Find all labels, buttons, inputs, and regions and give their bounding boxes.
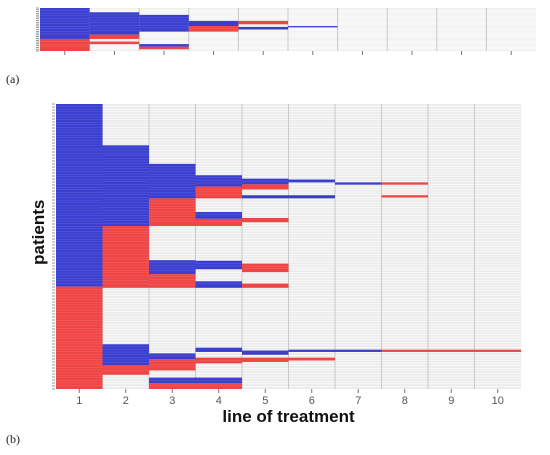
- panel-b-block-line5-red: [242, 218, 289, 223]
- panel-b-block-line5-red: [242, 184, 289, 190]
- panel-a-block-line2-red: [89, 41, 140, 45]
- panel-a-block-line5-red: [238, 20, 288, 25]
- panel-b-block-line7-blue: [335, 182, 382, 185]
- panel-b-block-line4-blue: [195, 212, 242, 219]
- panel-b-x-tick-label: 5: [262, 395, 268, 407]
- panel-a-label: (a): [6, 72, 20, 86]
- panel-b-block-line3-red: [149, 198, 196, 226]
- panel-b-block-line3-blue: [149, 353, 196, 360]
- panel-b-block-line4-blue: [195, 347, 242, 352]
- panel-b-block-line8-red: [381, 349, 428, 352]
- panel-b-block-line5-red: [242, 357, 289, 362]
- panel-b-block-line4-red: [195, 357, 242, 364]
- panel-a-block-line3-blue: [139, 44, 189, 47]
- panel-b-block-line2-red: [102, 225, 149, 288]
- panel-b-block-line2-blue: [102, 145, 149, 226]
- panel-a-block-line2-blue: [89, 12, 140, 35]
- panel-a-block-line2-red: [89, 34, 140, 39]
- panel-b-x-tick-label: 2: [123, 395, 129, 407]
- panel-b-block-line6-blue: [288, 179, 335, 183]
- panel-b-block-line4-blue: [195, 260, 242, 270]
- panel-b-x-tick-label: 1: [76, 395, 82, 407]
- panel-b-block-line5-blue: [242, 350, 289, 355]
- panel-b-block-line3-blue: [149, 377, 196, 384]
- panel-b-block-line3-red: [149, 383, 196, 389]
- panel-b-x-tick-label: 8: [402, 395, 408, 407]
- panel-b-block-line3-blue: [149, 163, 196, 199]
- panel-b-x-tick-label: 4: [216, 395, 222, 407]
- panel-b-block-line2-red: [102, 365, 149, 375]
- panel-b-x-tick-label: 10: [492, 395, 504, 407]
- panel-b-block-line8-red: [381, 182, 428, 185]
- panel-a-block-line4-blue: [188, 20, 239, 27]
- panel-a-block-line5-blue: [238, 26, 288, 30]
- panel-b-block-line3-red: [149, 359, 196, 371]
- panel-b-block-line5-red: [242, 263, 289, 273]
- panel-a-block-line3-blue: [139, 14, 189, 32]
- panel-b-x-tick-label: 7: [355, 395, 361, 407]
- panel-b-block-line1-blue: [56, 104, 103, 287]
- panel-b-x-axis-title: line of treatment: [222, 407, 355, 426]
- panel-a-block-line4-red: [188, 26, 239, 32]
- panel-b-block-line3-red: [149, 274, 196, 288]
- panel-b-x-tick-label: 3: [169, 395, 175, 407]
- panel-b-block-line5-blue: [242, 195, 289, 199]
- panel-b-block-line6-red: [288, 357, 335, 361]
- panel-b-block-line4-blue: [195, 175, 242, 187]
- panel-a-block-line1-blue: [40, 8, 90, 39]
- panel-b-block-line4-red: [195, 218, 242, 226]
- panel-b-block-line4-blue: [195, 281, 242, 288]
- panel-b-block-line2-blue: [102, 344, 149, 366]
- panel-b-y-axis-title: patients: [29, 200, 48, 265]
- panel-b-block-line1-red: [56, 286, 103, 389]
- panel-b-block-line3-blue: [149, 260, 196, 275]
- panel-b-block-line4-red: [195, 186, 242, 199]
- panel-b-block-line6-blue: [288, 349, 335, 352]
- panel-b-x-tick-label: 9: [448, 395, 454, 407]
- panel-b-block-line4-blue: [195, 377, 242, 384]
- panel-a-block-line1-red: [40, 38, 90, 51]
- panel-b-block-line5-red: [242, 283, 289, 288]
- panel-b-block-line6-blue: [288, 195, 335, 199]
- panel-b-block-line8-red: [381, 195, 428, 198]
- panel-b-x-tick-label: 6: [309, 395, 315, 407]
- panel-b-block-line10-red: [474, 349, 521, 352]
- panel-a-block-line3-red: [139, 46, 189, 50]
- panel-b-block-line7-blue: [335, 349, 382, 352]
- panel-a-block-line6-blue: [288, 26, 338, 28]
- panel-b-block-line4-red: [195, 383, 242, 389]
- panel-b-block-line9-red: [428, 349, 475, 352]
- panel-b-label: (b): [6, 432, 20, 446]
- panel-b-block-line5-blue: [242, 178, 289, 185]
